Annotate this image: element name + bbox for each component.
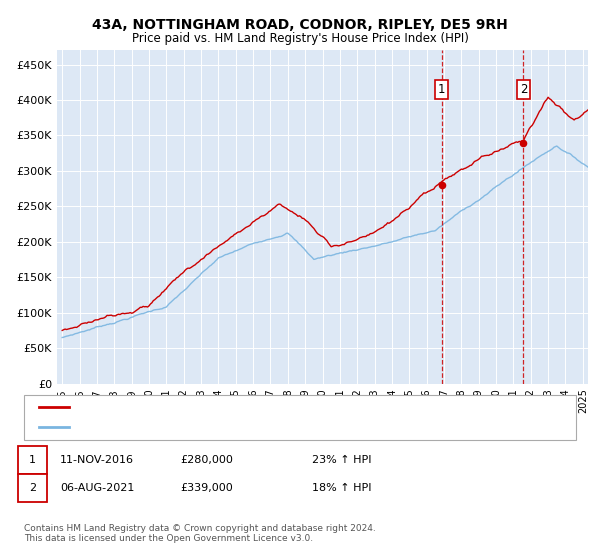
- Text: 43A, NOTTINGHAM ROAD, CODNOR, RIPLEY, DE5 9RH: 43A, NOTTINGHAM ROAD, CODNOR, RIPLEY, DE…: [92, 18, 508, 32]
- Text: 2: 2: [520, 83, 527, 96]
- Text: Price paid vs. HM Land Registry's House Price Index (HPI): Price paid vs. HM Land Registry's House …: [131, 32, 469, 45]
- Text: Contains HM Land Registry data © Crown copyright and database right 2024.
This d: Contains HM Land Registry data © Crown c…: [24, 524, 376, 543]
- Text: 2: 2: [29, 483, 36, 493]
- Text: 43A, NOTTINGHAM ROAD, CODNOR, RIPLEY, DE5 9RH (detached house): 43A, NOTTINGHAM ROAD, CODNOR, RIPLEY, DE…: [75, 402, 476, 412]
- Text: 1: 1: [29, 455, 36, 465]
- Text: £280,000: £280,000: [180, 455, 233, 465]
- Text: 18% ↑ HPI: 18% ↑ HPI: [312, 483, 371, 493]
- Point: [518, 139, 528, 148]
- Text: HPI: Average price, detached house, Amber Valley: HPI: Average price, detached house, Ambe…: [75, 422, 355, 432]
- Text: 23% ↑ HPI: 23% ↑ HPI: [312, 455, 371, 465]
- Point: [437, 181, 446, 190]
- Text: £339,000: £339,000: [180, 483, 233, 493]
- Text: 06-AUG-2021: 06-AUG-2021: [60, 483, 134, 493]
- Text: 1: 1: [438, 83, 445, 96]
- Text: 11-NOV-2016: 11-NOV-2016: [60, 455, 134, 465]
